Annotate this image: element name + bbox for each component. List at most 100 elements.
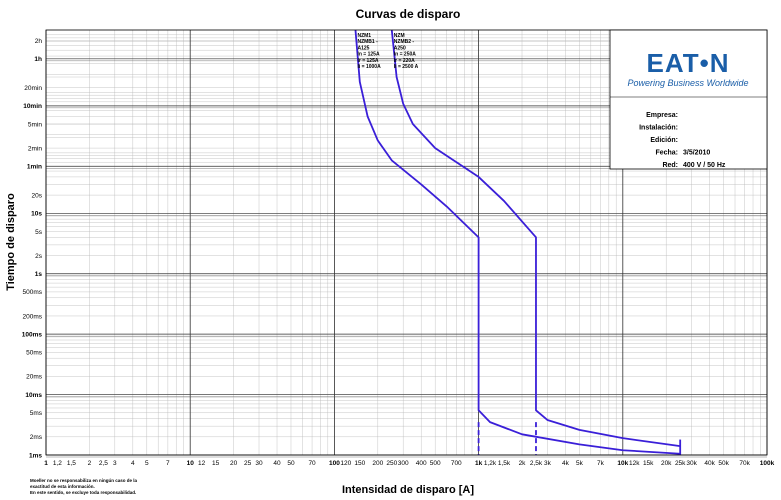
info-field-label: Fecha: — [655, 150, 678, 157]
series-label: In = 125A — [357, 52, 379, 58]
y-tick-label: 20s — [32, 192, 43, 199]
y-tick-label: 5ms — [30, 410, 43, 417]
x-tick-label: 30 — [255, 460, 263, 467]
info-field-value: 3/5/2010 — [683, 150, 710, 157]
x-tick-label: 1,2k — [484, 460, 497, 467]
y-tick-label: 10s — [31, 211, 42, 218]
x-tick-label: 50k — [718, 460, 729, 467]
y-tick-label: 1ms — [29, 452, 42, 459]
y-tick-label: 20ms — [26, 374, 43, 381]
series-curve-2 — [390, 29, 681, 448]
y-tick-label: 500ms — [22, 289, 42, 296]
x-tick-label: 30k — [686, 460, 697, 467]
x-tick-label: 100 — [329, 460, 340, 467]
x-tick-label: 10k — [617, 460, 628, 467]
x-tick-label: 5k — [576, 460, 584, 467]
x-tick-label: 12 — [198, 460, 206, 467]
series-label: Ii = 1000A — [357, 64, 381, 70]
disclaimer-line: Moeller no se responsabiliza en ningún c… — [30, 478, 138, 483]
info-box-frame — [609, 29, 768, 170]
x-tick-label: 2 — [88, 460, 92, 467]
y-tick-label: 5s — [35, 229, 43, 236]
x-tick-label: 120 — [340, 460, 351, 467]
disclaimer: Moeller no se responsabiliza en ningún c… — [30, 478, 138, 495]
y-tick-label: 2min — [28, 145, 42, 152]
y-tick-label: 2ms — [30, 434, 43, 441]
x-tick-label: 15k — [643, 460, 654, 467]
x-tick-label: 700 — [451, 460, 462, 467]
disclaimer-line: En este sentido, se excluye toda respons… — [30, 490, 136, 495]
x-tick-label: 50 — [287, 460, 295, 467]
x-tick-label: 1,2 — [53, 460, 62, 467]
series-label: NZM1 — [357, 33, 371, 39]
y-tick-label: 2h — [35, 38, 43, 45]
y-axis-label: Tiempo de disparo — [5, 193, 17, 291]
info-box: EAT•N Powering Business Worldwide Empres… — [609, 29, 768, 170]
y-tick-label: 1h — [34, 56, 42, 63]
y-tick-label: 10ms — [25, 392, 42, 399]
x-tick-label: 300 — [398, 460, 409, 467]
y-tick-labels: 1ms 2ms 5ms 10ms 20ms 50ms 100ms 200ms 500ms 1s 2s… — [22, 38, 43, 459]
plot-frame — [45, 29, 768, 456]
info-field-label: Empresa: — [646, 112, 678, 119]
info-fields: Empresa: Instalación: Edición: Fecha: 3/5/20… — [639, 112, 726, 169]
x-tick-label: 70 — [308, 460, 316, 467]
y-tick-label: 20min — [24, 85, 42, 92]
x-tick-label: 400 — [416, 460, 427, 467]
x-tick-label: 3 — [113, 460, 117, 467]
series-label: In = 250A — [394, 52, 416, 58]
x-tick-label: 3k — [544, 460, 552, 467]
x-tick-label: 40k — [704, 460, 715, 467]
x-tick-label: 4 — [131, 460, 135, 467]
info-field-label: Instalación: — [639, 125, 678, 132]
y-tick-label: 50ms — [26, 350, 43, 357]
info-field-label: Red: — [662, 162, 678, 169]
x-tick-label: 20k — [661, 460, 672, 467]
x-tick-label: 2,5k — [530, 460, 543, 467]
x-tick-label: 100k — [760, 460, 775, 467]
x-tick-label: 1,5 — [67, 460, 76, 467]
series-label: NZM — [394, 33, 405, 39]
series-label: A250 — [394, 45, 406, 51]
x-tick-label: 1,5k — [498, 460, 511, 467]
y-tick-label: 5min — [28, 121, 42, 128]
y-tick-label: 100ms — [22, 331, 43, 338]
x-tick-label: 500 — [430, 460, 441, 467]
y-tick-label: 1min — [27, 164, 42, 171]
series-label: NZMB2 - — [394, 39, 415, 45]
series-label: A125 — [357, 45, 369, 51]
x-tick-label: 25k — [675, 460, 686, 467]
x-tick-label: 5 — [145, 460, 149, 467]
series-label: Ir = 220A — [394, 58, 415, 64]
series-label: Ir = 125A — [357, 58, 378, 64]
x-tick-label: 1k — [475, 460, 483, 467]
y-tick-label: 2s — [35, 253, 43, 260]
x-tick-label: 7 — [166, 460, 170, 467]
series-label: Ii = 2500 A — [394, 64, 419, 70]
x-tick-label: 250 — [386, 460, 397, 467]
y-tick-label: 10min — [23, 103, 42, 110]
x-tick-label: 20 — [230, 460, 238, 467]
x-tick-label: 70k — [739, 460, 750, 467]
series-curve-1 — [354, 29, 681, 455]
x-tick-label: 7k — [597, 460, 605, 467]
x-tick-label: 2,5 — [99, 460, 108, 467]
x-tick-label: 150 — [354, 460, 365, 467]
x-tick-label: 40 — [273, 460, 281, 467]
x-tick-label: 15 — [212, 460, 220, 467]
x-tick-label: 200 — [372, 460, 383, 467]
chart-title: Curvas de disparo — [356, 7, 461, 21]
eaton-logo: EAT•N — [647, 48, 730, 78]
x-tick-label: 25 — [244, 460, 252, 467]
disclaimer-line: exactitud de esta información. — [30, 484, 95, 489]
y-tick-label: 200ms — [22, 313, 42, 320]
eaton-tagline: Powering Business Worldwide — [627, 78, 748, 88]
x-tick-label: 4k — [562, 460, 570, 467]
info-field-value: 400 V / 50 Hz — [683, 162, 726, 169]
y-tick-label: 1s — [35, 271, 43, 278]
info-field-label: Edición: — [650, 137, 678, 144]
x-tick-label: 10 — [187, 460, 195, 467]
series-label: NZMB1 - — [357, 39, 378, 45]
